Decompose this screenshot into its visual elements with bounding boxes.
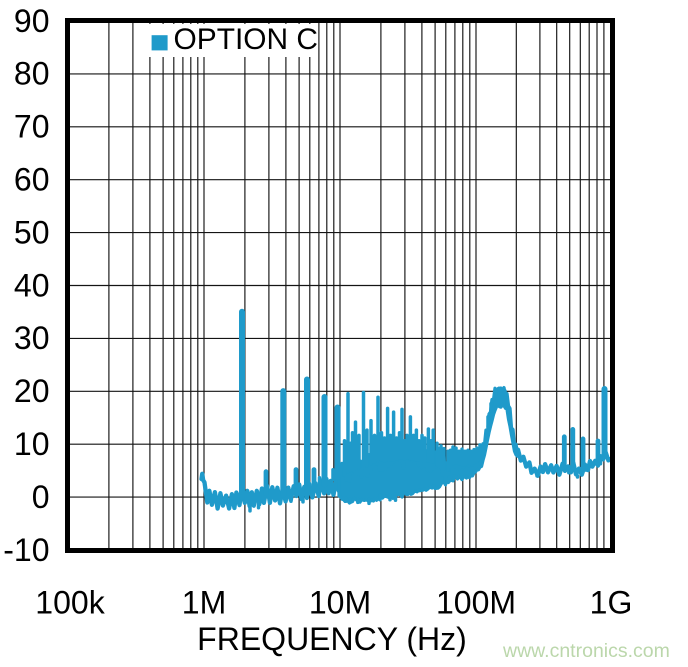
svg-text:-10: -10 (3, 532, 49, 568)
svg-text:90: 90 (14, 3, 50, 39)
svg-text:50: 50 (14, 214, 50, 250)
svg-text:1G: 1G (590, 585, 633, 621)
svg-text:www.cntronics.com: www.cntronics.com (502, 640, 670, 662)
svg-text:30: 30 (14, 320, 50, 356)
svg-text:100k: 100k (35, 585, 105, 621)
svg-text:10: 10 (14, 426, 50, 462)
svg-text:1M: 1M (182, 585, 226, 621)
svg-text:100M: 100M (436, 585, 516, 621)
svg-text:10M: 10M (309, 585, 371, 621)
svg-text:OPTION C: OPTION C (174, 23, 319, 56)
svg-text:40: 40 (14, 267, 50, 303)
svg-text:20: 20 (14, 373, 50, 409)
svg-text:70: 70 (14, 109, 50, 145)
svg-text:0: 0 (32, 479, 50, 515)
svg-text:60: 60 (14, 162, 50, 198)
svg-text:FREQUENCY (Hz): FREQUENCY (Hz) (197, 621, 467, 657)
svg-text:80: 80 (14, 56, 50, 92)
